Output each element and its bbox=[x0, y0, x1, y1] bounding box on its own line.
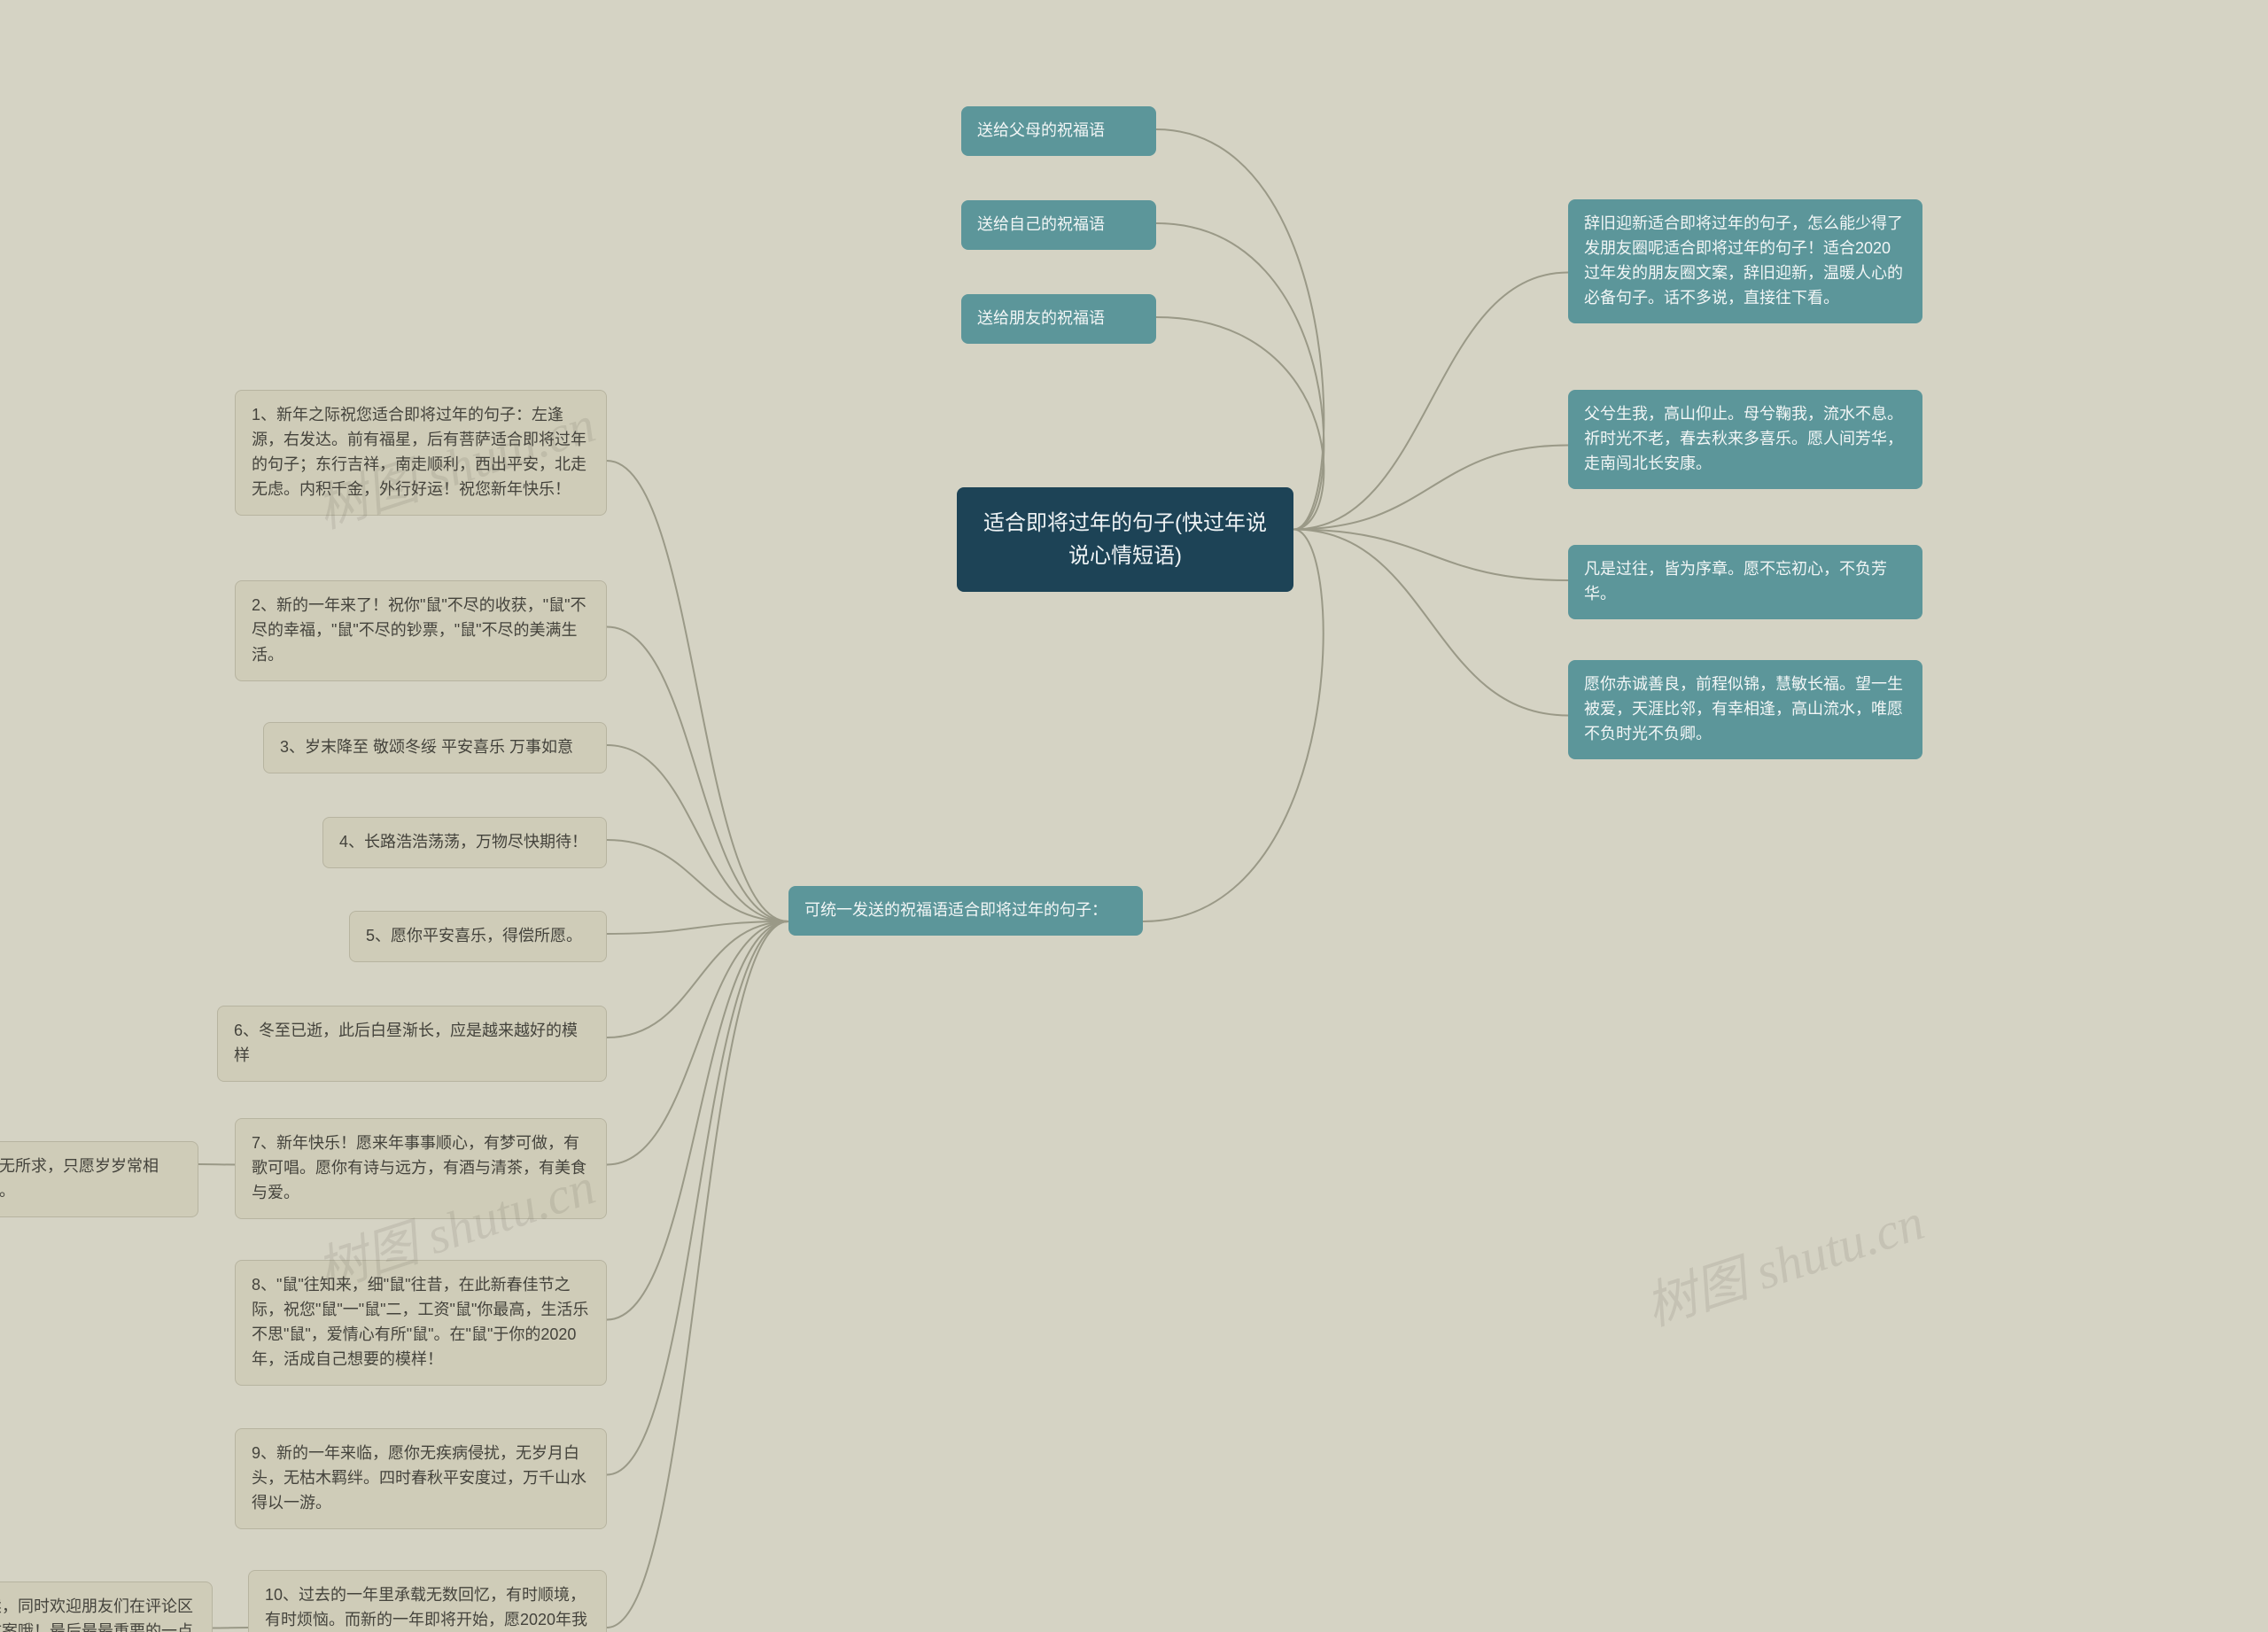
right-paragraph-1[interactable]: 辞旧迎新适合即将过年的句子，怎么能少得了发朋友圈呢适合即将过年的句子！适合202… bbox=[1568, 199, 1922, 323]
leaf-10[interactable]: 10、过去的一年里承载无数回忆，有时顺境，有时烦恼。而新的一年即将开始，愿202… bbox=[248, 1570, 607, 1632]
leaf-10-sub[interactable]: 感谢您的阅读，同时欢迎朋友们在评论区分享有趣的文案哦！最后最最重要的一点就是，点… bbox=[0, 1581, 213, 1632]
node-label: 4、长路浩浩荡荡，万物尽快期待！ bbox=[339, 833, 587, 851]
right-paragraph-3[interactable]: 凡是过往，皆为序章。愿不忘初心，不负芳华。 bbox=[1568, 545, 1922, 619]
node-label: 8、"鼠"往知来，细"鼠"往昔，在此新春佳节之际，祝您"鼠"一"鼠"二，工资"鼠… bbox=[252, 1276, 588, 1368]
leaf-9[interactable]: 9、新的一年来临，愿你无疾病侵扰，无岁月白头，无枯木羁绊。四时春秋平安度过，万千… bbox=[235, 1428, 607, 1529]
right-paragraph-2[interactable]: 父兮生我，高山仰止。母兮鞠我，流水不息。祈时光不老，春去秋来多喜乐。愿人间芳华，… bbox=[1568, 390, 1922, 489]
node-label: 可统一发送的祝福语适合即将过年的句子： bbox=[804, 901, 1107, 919]
node-label: 送给自己的祝福语 bbox=[977, 215, 1105, 233]
node-label: 10、过去的一年里承载无数回忆，有时顺境，有时烦恼。而新的一年即将开始，愿202… bbox=[265, 1586, 587, 1632]
node-label: 凡是过往，皆为序章。愿不忘初心，不负芳华。 bbox=[1584, 560, 1887, 602]
mindmap-root[interactable]: 适合即将过年的句子(快过年说说心情短语) bbox=[957, 487, 1293, 592]
node-label: 辞旧迎新适合即将过年的句子，怎么能少得了发朋友圈呢适合即将过年的句子！适合202… bbox=[1584, 214, 1903, 307]
leaf-7[interactable]: 7、新年快乐！愿来年事事顺心，有梦可做，有歌可唱。愿你有诗与远方，有酒与清茶，有… bbox=[235, 1118, 607, 1219]
leaf-8[interactable]: 8、"鼠"往知来，细"鼠"往昔，在此新春佳节之际，祝您"鼠"一"鼠"二，工资"鼠… bbox=[235, 1260, 607, 1386]
node-label: 送给父母的祝福语 bbox=[977, 121, 1105, 139]
leaf-1[interactable]: 1、新年之际祝您适合即将过年的句子：左逢源，右发达。前有福星，后有菩萨适合即将过… bbox=[235, 390, 607, 516]
root-label: 适合即将过年的句子(快过年说说心情短语) bbox=[983, 511, 1267, 568]
branch-self-blessing[interactable]: 送给自己的祝福语 bbox=[961, 200, 1156, 250]
node-label: 3、岁末降至 敬颂冬绥 平安喜乐 万事如意 bbox=[280, 738, 573, 756]
branch-parents-blessing[interactable]: 送给父母的祝福语 bbox=[961, 106, 1156, 156]
leaf-3[interactable]: 3、岁末降至 敬颂冬绥 平安喜乐 万事如意 bbox=[263, 722, 607, 773]
node-label: 5、愿你平安喜乐，得偿所愿。 bbox=[366, 927, 582, 944]
watermark-text: 树图 shutu.cn bbox=[1635, 1180, 1931, 1340]
node-label: 父兮生我，高山仰止。母兮鞠我，流水不息。祈时光不老，春去秋来多喜乐。愿人间芳华，… bbox=[1584, 405, 1903, 472]
node-label: 6、冬至已逝，此后白昼渐长，应是越来越好的模样 bbox=[234, 1022, 578, 1064]
node-label: 送给朋友的祝福语 bbox=[977, 309, 1105, 327]
right-paragraph-4[interactable]: 愿你赤诚善良，前程似锦，慧敏长福。望一生被爱，天涯比邻，有幸相逢，高山流水，唯愿… bbox=[1568, 660, 1922, 759]
node-label: 9、新的一年来临，愿你无疾病侵扰，无岁月白头，无枯木羁绊。四时春秋平安度过，万千… bbox=[252, 1444, 586, 1512]
node-label: 感谢您的阅读，同时欢迎朋友们在评论区分享有趣的文案哦！最后最最重要的一点就是，点… bbox=[0, 1597, 193, 1632]
branch-unified-blessing[interactable]: 可统一发送的祝福语适合即将过年的句子： bbox=[788, 886, 1143, 936]
node-label: 1、新年之际祝您适合即将过年的句子：左逢源，右发达。前有福星，后有菩萨适合即将过… bbox=[252, 406, 586, 498]
node-label: 7、新年快乐！愿来年事事顺心，有梦可做，有歌可唱。愿你有诗与远方，有酒与清茶，有… bbox=[252, 1134, 586, 1201]
leaf-2[interactable]: 2、新的一年来了！祝你"鼠"不尽的收获，"鼠"不尽的幸福，"鼠"不尽的钞票，"鼠… bbox=[235, 580, 607, 681]
leaf-7-sub[interactable]: 别无所求，只愿岁岁常相见。 bbox=[0, 1141, 198, 1217]
node-label: 2、新的一年来了！祝你"鼠"不尽的收获，"鼠"不尽的幸福，"鼠"不尽的钞票，"鼠… bbox=[252, 596, 586, 664]
leaf-5[interactable]: 5、愿你平安喜乐，得偿所愿。 bbox=[349, 911, 607, 962]
node-label: 愿你赤诚善良，前程似锦，慧敏长福。望一生被爱，天涯比邻，有幸相逢，高山流水，唯愿… bbox=[1584, 675, 1903, 742]
leaf-6[interactable]: 6、冬至已逝，此后白昼渐长，应是越来越好的模样 bbox=[217, 1006, 607, 1082]
leaf-4[interactable]: 4、长路浩浩荡荡，万物尽快期待！ bbox=[322, 817, 607, 868]
node-label: 别无所求，只愿岁岁常相见。 bbox=[0, 1157, 159, 1200]
branch-friends-blessing[interactable]: 送给朋友的祝福语 bbox=[961, 294, 1156, 344]
